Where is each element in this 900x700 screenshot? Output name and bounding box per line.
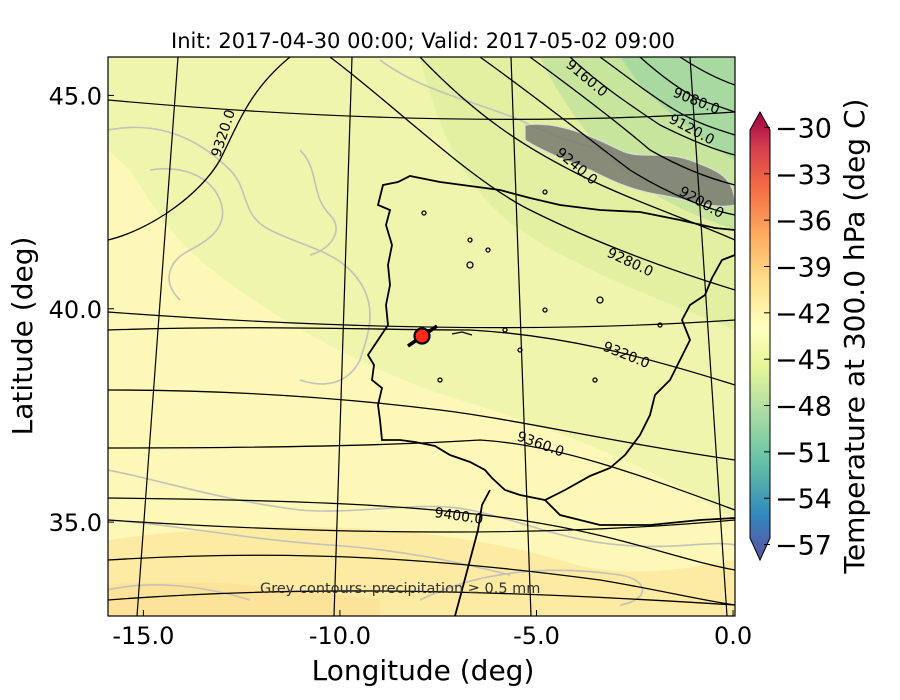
x-axis-ticks: -15.0 -10.0 -5.0 0.0	[112, 610, 752, 650]
location-marker	[407, 324, 438, 348]
temperature-field-colder	[620, 57, 735, 160]
colorbar-tick-label: −51	[775, 438, 832, 469]
x-tick-label: -5.0	[513, 622, 560, 650]
inland-features	[421, 189, 663, 383]
colorbar-tick-label: −57	[775, 531, 832, 562]
marker-dot	[413, 327, 431, 345]
plot-frame	[107, 56, 736, 617]
plot-title: Init: 2017-04-30 00:00; Valid: 2017-05-0…	[171, 29, 675, 53]
precipitation-note: Grey contours: precipitation ≥ 0.5 mm	[260, 581, 540, 597]
x-axis-title: Longitude (deg)	[312, 654, 535, 687]
colorbar-tick-label: −33	[775, 160, 832, 191]
colorbar-title: Temperature at 300.0 hPa (deg C)	[838, 99, 871, 575]
colorbar-tick-label: −54	[775, 484, 832, 515]
colorbar-tick-label: −48	[775, 392, 832, 423]
colorbar-tick-label: −42	[775, 299, 832, 330]
colorbar-tick-label: −45	[775, 345, 832, 376]
colorbar-tick-label: −39	[775, 252, 832, 283]
colorbar-ticks: −30 −33 −36 −39 −42 −45 −48 −51 −54 −57	[764, 113, 832, 562]
map-area: 9160.0 9080.0 9120.0 9240.0 9200.0 9320.…	[108, 57, 735, 616]
colorbar: −30 −33 −36 −39 −42 −45 −48 −51 −54 −57 Temperatu…	[749, 99, 871, 575]
y-tick-label: 40.0	[49, 296, 102, 324]
colorbar-body	[749, 110, 771, 562]
coastline-africa	[454, 489, 735, 616]
y-axis-title: Latitude (deg)	[6, 237, 39, 436]
contour-label-9400: 9400.0	[433, 505, 484, 528]
colorbar-tick-label: −36	[775, 206, 832, 237]
y-axis-ticks: 35.0 40.0 45.0	[49, 82, 114, 537]
y-tick-label: 45.0	[49, 82, 102, 110]
x-tick-label: 0.0	[714, 622, 752, 650]
coastline	[366, 175, 735, 501]
x-tick-label: -10.0	[309, 622, 371, 650]
graticule	[108, 57, 735, 616]
height-contours	[108, 57, 735, 606]
x-tick-label: -15.0	[112, 622, 174, 650]
colorbar-tick-label: −30	[775, 113, 832, 144]
y-tick-label: 35.0	[49, 509, 102, 537]
